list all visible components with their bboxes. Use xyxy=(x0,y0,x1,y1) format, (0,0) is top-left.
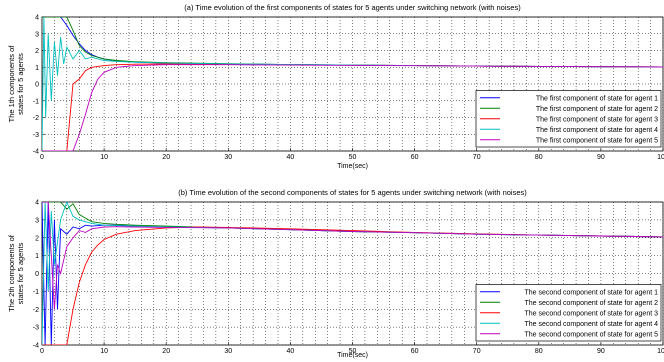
x-tick-label: 60 xyxy=(411,348,419,355)
y-tick-label: -3 xyxy=(33,325,39,332)
y-tick-label: 0 xyxy=(35,82,39,89)
x-tick-label: 90 xyxy=(597,154,605,161)
y-axis-label-line2: states for 5 agents xyxy=(16,242,25,304)
x-tick-label: 20 xyxy=(162,154,170,161)
series-lines xyxy=(42,17,663,151)
series-line-agent-5 xyxy=(42,64,663,151)
legend-label-agent-3: The second component of state for agent … xyxy=(525,310,659,317)
x-tick-label: 30 xyxy=(224,348,232,355)
x-tick-label: 50 xyxy=(349,348,357,355)
y-tick-label: 2 xyxy=(35,235,39,242)
x-tick-label: 100 xyxy=(657,154,664,161)
legend-label-agent-4: The second component of state for agent … xyxy=(525,321,659,328)
x-tick-label: 100 xyxy=(657,348,664,355)
y-tick-label: 3 xyxy=(35,31,39,38)
x-tick-label: 60 xyxy=(411,154,419,161)
y-tick-label: -4 xyxy=(33,343,39,350)
chart-title: (b) Time evolution of the second compone… xyxy=(178,188,527,197)
x-tick-label: 20 xyxy=(162,348,170,355)
chart-panel-a: (a) Time evolution of the first componen… xyxy=(7,3,664,170)
y-tick-label: -2 xyxy=(33,307,39,314)
x-tick-label: 70 xyxy=(473,154,481,161)
chart-panel-b: (b) Time evolution of the second compone… xyxy=(7,188,664,359)
x-tick-label: 30 xyxy=(224,154,232,161)
legend-box xyxy=(475,90,662,148)
series-line-agent-5 xyxy=(42,202,663,310)
x-tick-label: 40 xyxy=(287,154,295,161)
legend-label-agent-4: The first component of state for agent 4 xyxy=(536,127,658,134)
chart-title: (a) Time evolution of the first componen… xyxy=(184,3,521,12)
x-tick-label: 0 xyxy=(40,348,44,355)
x-tick-label: 90 xyxy=(597,348,605,355)
y-tick-label: 4 xyxy=(35,15,39,22)
y-tick-label: -4 xyxy=(33,149,39,156)
legend: The second component of state for agent … xyxy=(475,284,662,342)
y-tick-label: 2 xyxy=(35,48,39,55)
y-tick-label: -1 xyxy=(33,289,39,296)
legend: The first component of state for agent 1… xyxy=(475,90,662,148)
legend-label-agent-5: The second component of state for agent … xyxy=(525,331,659,338)
x-tick-label: 40 xyxy=(287,348,295,355)
x-tick-label: 50 xyxy=(349,154,357,161)
legend-label-agent-1: The first component of state for agent 1 xyxy=(536,95,658,102)
y-tick-label: -1 xyxy=(33,98,39,105)
y-tick-label: 1 xyxy=(35,253,39,260)
legend-box xyxy=(475,284,662,342)
x-tick-label: 10 xyxy=(100,154,108,161)
y-tick-label: -3 xyxy=(33,132,39,139)
x-tick-label: 70 xyxy=(473,348,481,355)
legend-label-agent-3: The first component of state for agent 3 xyxy=(536,116,658,123)
legend-label-agent-2: The second component of state for agent … xyxy=(525,300,659,307)
y-tick-label: 0 xyxy=(35,271,39,278)
x-tick-label: 80 xyxy=(535,348,543,355)
legend-label-agent-1: The second component of state for agent … xyxy=(525,289,659,296)
y-tick-label: -2 xyxy=(33,115,39,122)
legend-label-agent-2: The first component of state for agent 2 xyxy=(536,106,658,113)
legend-label-agent-5: The first component of state for agent 5 xyxy=(536,137,658,144)
y-axis-label-line1: The 2th components of xyxy=(7,234,16,312)
x-tick-label: 80 xyxy=(535,154,543,161)
x-axis-label: Time(sec) xyxy=(337,163,368,170)
series-lines xyxy=(42,202,663,345)
x-axis-label: Time(sec) xyxy=(337,352,368,359)
y-tick-label: 3 xyxy=(35,217,39,224)
x-tick-label: 10 xyxy=(100,348,108,355)
y-tick-label: 1 xyxy=(35,65,39,72)
y-axis-label-line1: The 1th components of xyxy=(7,45,16,123)
y-axis-label-line2: states for 5 agents xyxy=(16,53,25,115)
y-tick-label: 4 xyxy=(35,200,39,207)
x-tick-label: 0 xyxy=(40,154,44,161)
